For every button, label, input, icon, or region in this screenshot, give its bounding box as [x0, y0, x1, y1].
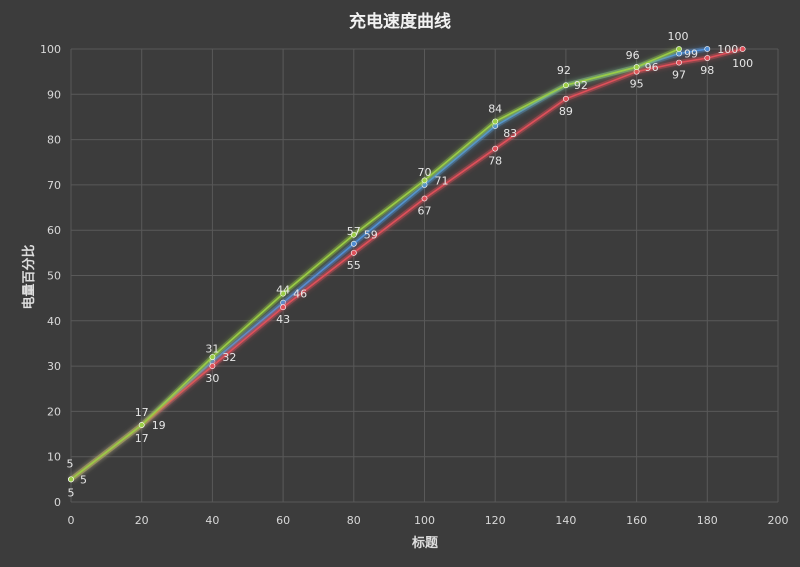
data-label-red: 89	[559, 105, 573, 118]
data-point-green	[209, 354, 216, 360]
data-label-red: 98	[700, 64, 714, 77]
data-point-green	[350, 231, 357, 238]
data-label-red: 55	[347, 259, 361, 272]
data-point-red	[350, 249, 357, 256]
data-point-green	[492, 118, 499, 125]
data-label-red: 95	[630, 78, 644, 91]
data-label-blue: 96	[626, 49, 640, 62]
x-tick-label: 100	[414, 514, 435, 527]
data-label-green: 32	[222, 351, 236, 364]
data-point-green	[676, 46, 682, 52]
data-point-green	[563, 82, 569, 89]
x-tick-label: 140	[555, 514, 576, 527]
data-point-red	[209, 363, 216, 369]
y-tick-label: 60	[47, 224, 61, 237]
data-label-green: 46	[293, 288, 307, 301]
x-tick-label: 80	[347, 514, 361, 527]
data-point-green	[138, 422, 145, 428]
gridlines	[70, 48, 779, 503]
data-label-green: 5	[80, 473, 87, 486]
series-line-blue	[70, 48, 708, 481]
data-label-red: 30	[205, 372, 219, 385]
data-label-green: 100	[668, 30, 689, 43]
y-tick-label: 20	[47, 405, 61, 418]
series-line-red	[70, 48, 743, 481]
data-label-green: 71	[435, 174, 449, 187]
x-tick-label: 20	[135, 514, 149, 527]
data-label-green: 92	[574, 79, 588, 92]
data-label-blue: 92	[557, 64, 571, 77]
series-lines	[68, 46, 746, 483]
y-axis-ticks: 0 10 20 30 40 50 60 70 80 90 100	[40, 43, 61, 509]
x-axis-title: 标题	[411, 535, 439, 551]
x-tick-label: 180	[697, 514, 718, 527]
data-label-blue: 57	[347, 225, 361, 238]
data-label-red: 97	[672, 69, 686, 82]
y-tick-label: 100	[40, 43, 61, 56]
y-axis-title: 电量百分比	[21, 244, 37, 309]
data-label-blue: 17	[135, 406, 149, 419]
y-tick-label: 50	[47, 270, 61, 283]
data-label-red: 5	[68, 486, 75, 499]
data-point-red	[492, 145, 499, 152]
chart-title: 充电速度曲线	[349, 11, 451, 32]
data-label-blue: 83	[503, 127, 517, 140]
series-line-glow-blue	[69, 46, 708, 482]
data-point-red	[704, 55, 711, 61]
data-point-red	[421, 195, 428, 202]
data-label-green: 59	[364, 229, 378, 242]
data-label-blue: 70	[418, 166, 432, 179]
data-point-red	[280, 304, 286, 311]
y-tick-label: 40	[47, 315, 61, 328]
y-tick-label: 90	[47, 88, 61, 101]
data-label-blue: 100	[717, 43, 738, 56]
series-line-green	[70, 48, 680, 481]
x-tick-label: 120	[485, 514, 506, 527]
data-label-red: 67	[418, 204, 432, 217]
series-line-glow-green	[69, 46, 680, 482]
data-point-blue	[704, 46, 711, 52]
data-point-green	[68, 476, 74, 483]
data-label-red: 78	[488, 155, 502, 168]
x-tick-label: 0	[68, 514, 75, 527]
x-tick-label: 200	[768, 514, 789, 527]
x-tick-label: 40	[205, 514, 219, 527]
y-tick-label: 0	[54, 496, 61, 509]
data-point-red	[739, 46, 746, 52]
y-tick-label: 10	[47, 451, 61, 464]
data-point-green	[421, 177, 428, 184]
x-tick-label: 60	[276, 514, 290, 527]
data-label-blue: 31	[205, 343, 219, 356]
data-label-blue: 99	[684, 48, 698, 61]
y-tick-label: 80	[47, 134, 61, 147]
data-point-green	[633, 64, 640, 71]
x-tick-label: 160	[626, 514, 647, 527]
data-label-red: 100	[732, 57, 753, 70]
y-tick-label: 70	[47, 179, 61, 192]
data-point-red	[563, 95, 569, 102]
data-point-green	[280, 290, 286, 297]
series-line-glow-red	[69, 46, 744, 482]
y-tick-label: 30	[47, 360, 61, 373]
data-label-blue: 44	[276, 284, 290, 297]
data-point-red	[676, 59, 682, 66]
data-label-green: 96	[645, 61, 659, 74]
data-label-blue: 5	[67, 457, 74, 470]
data-label-green: 84	[488, 102, 502, 115]
data-point-blue	[350, 240, 357, 247]
data-label-green: 19	[152, 419, 166, 432]
data-label-red: 43	[276, 313, 290, 326]
x-axis-ticks: 0 20 40 60 80 100 120 140 160 180 200	[68, 514, 789, 527]
data-label-red: 17	[135, 432, 149, 445]
